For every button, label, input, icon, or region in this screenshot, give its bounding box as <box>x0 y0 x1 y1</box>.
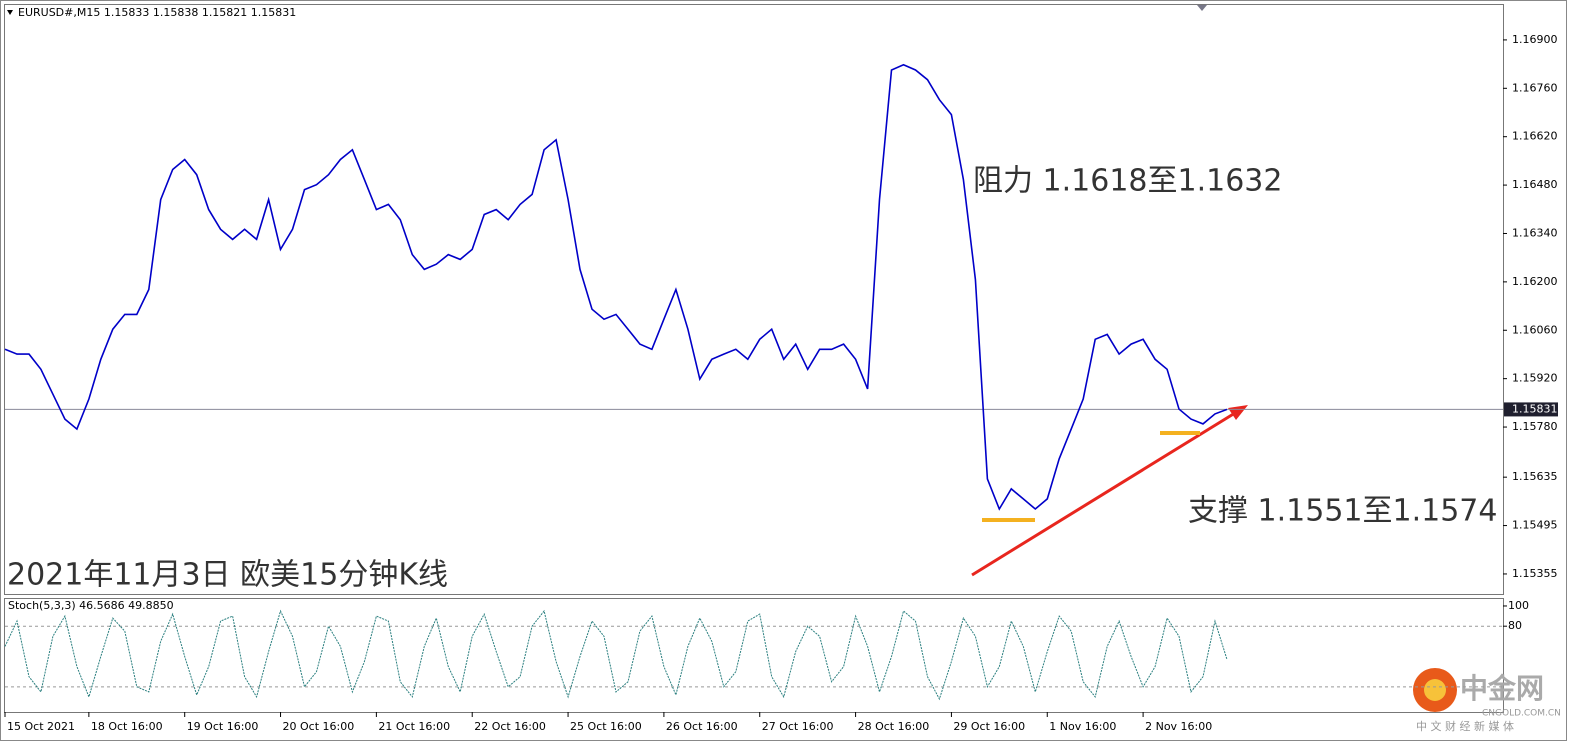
x-tick-label: 27 Oct 16:00 <box>762 720 834 733</box>
arrow-head <box>1228 405 1248 420</box>
x-tick-label: 2 Nov 16:00 <box>1145 720 1212 733</box>
price-title: EURUSD#,M15 1.15833 1.15838 1.15821 1.15… <box>18 6 296 19</box>
watermark: 中金网 CNGOLD.COM.CN 中 文 财 经 新 媒 体 <box>1413 668 1561 733</box>
price-panel <box>4 4 1504 595</box>
frame <box>0 0 1567 741</box>
chart-caption: 2021年11月3日 欧美15分钟K线 <box>7 558 448 593</box>
shift-marker <box>1197 5 1207 11</box>
y-tick-label: 1.15920 <box>1512 372 1558 385</box>
y-tick-label: 1.15780 <box>1512 420 1558 433</box>
x-tick-label: 18 Oct 16:00 <box>91 720 163 733</box>
stoch-line <box>4 609 1228 701</box>
y-tick-label: 1.16900 <box>1512 33 1558 46</box>
y-tick-label: 1.16760 <box>1512 81 1558 94</box>
x-tick-label: 19 Oct 16:00 <box>187 720 259 733</box>
logo-site: CNGOLD.COM.CN <box>1482 709 1561 719</box>
logo-slogan: 中 文 财 经 新 媒 体 <box>1416 719 1514 733</box>
y-tick-label: 1.16060 <box>1512 323 1558 336</box>
x-tick-label: 21 Oct 16:00 <box>378 720 450 733</box>
stoch-title: Stoch(5,3,3) 46.5686 49.8850 <box>8 599 174 612</box>
logo-name: 中金网 <box>1460 672 1544 705</box>
x-tick-label: 1 Nov 16:00 <box>1049 720 1116 733</box>
stoch-panel <box>4 598 1504 713</box>
resistance-note: 阻力 1.1618至1.1632 <box>973 164 1282 199</box>
y-tick-label: 80 <box>1508 619 1522 632</box>
x-tick-label: 28 Oct 16:00 <box>858 720 930 733</box>
last-price-box <box>1504 402 1558 417</box>
y-tick-label: 1.16480 <box>1512 178 1558 191</box>
x-tick-label: 25 Oct 16:00 <box>570 720 642 733</box>
menu-arrow <box>7 10 13 15</box>
y-tick-label: 100 <box>1508 599 1529 612</box>
y-tick-label: 1.16620 <box>1512 130 1558 143</box>
y-tick-label: 1.16200 <box>1512 275 1558 288</box>
trend-arrow <box>971 411 1236 577</box>
x-tick-label: 22 Oct 16:00 <box>474 720 546 733</box>
last-price-label: 1.15831 <box>1512 402 1558 415</box>
y-tick-label: 1.15355 <box>1512 567 1558 580</box>
x-tick-label: 29 Oct 16:00 <box>953 720 1025 733</box>
y-tick-label: 1.15635 <box>1512 470 1558 483</box>
price-line <box>4 63 1228 511</box>
y-tick-label: 1.15495 <box>1512 519 1558 532</box>
support-note: 支撑 1.1551至1.1574 <box>1188 494 1497 529</box>
y-tick-label: 1.16340 <box>1512 226 1558 239</box>
x-tick-label: 26 Oct 16:00 <box>666 720 738 733</box>
logo <box>1424 679 1446 701</box>
x-tick-label: 20 Oct 16:00 <box>283 720 355 733</box>
x-tick-label: 15 Oct 2021 <box>7 720 75 733</box>
